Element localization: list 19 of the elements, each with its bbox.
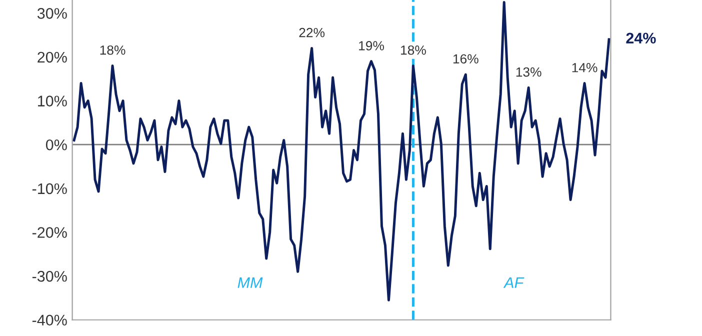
- line-series: [72, 0, 610, 302]
- annotation: 18%: [100, 45, 126, 55]
- annotation: 19%: [359, 41, 384, 50]
- text: 24%: [626, 32, 656, 44]
- y-tick-label: -10%: [32, 183, 67, 194]
- annotation: 18%: [401, 45, 426, 55]
- annotation: 13%: [516, 67, 542, 77]
- y-tick-label: 30%: [37, 8, 67, 19]
- y-tick-label: -30%: [32, 270, 67, 282]
- annotation: AF: [503, 277, 524, 288]
- annotation: 14%: [572, 63, 598, 72]
- annotation: MM: [238, 277, 263, 288]
- annotation: 16%: [453, 54, 478, 64]
- annotation: 22%: [299, 28, 325, 38]
- y-tick-label: 20%: [38, 52, 67, 63]
- y-tick-label: 0%: [46, 139, 67, 150]
- y-tick-label: -40%: [32, 314, 67, 326]
- y-tick-label: 10%: [38, 96, 67, 106]
- y-tick-label: -20%: [32, 227, 67, 238]
